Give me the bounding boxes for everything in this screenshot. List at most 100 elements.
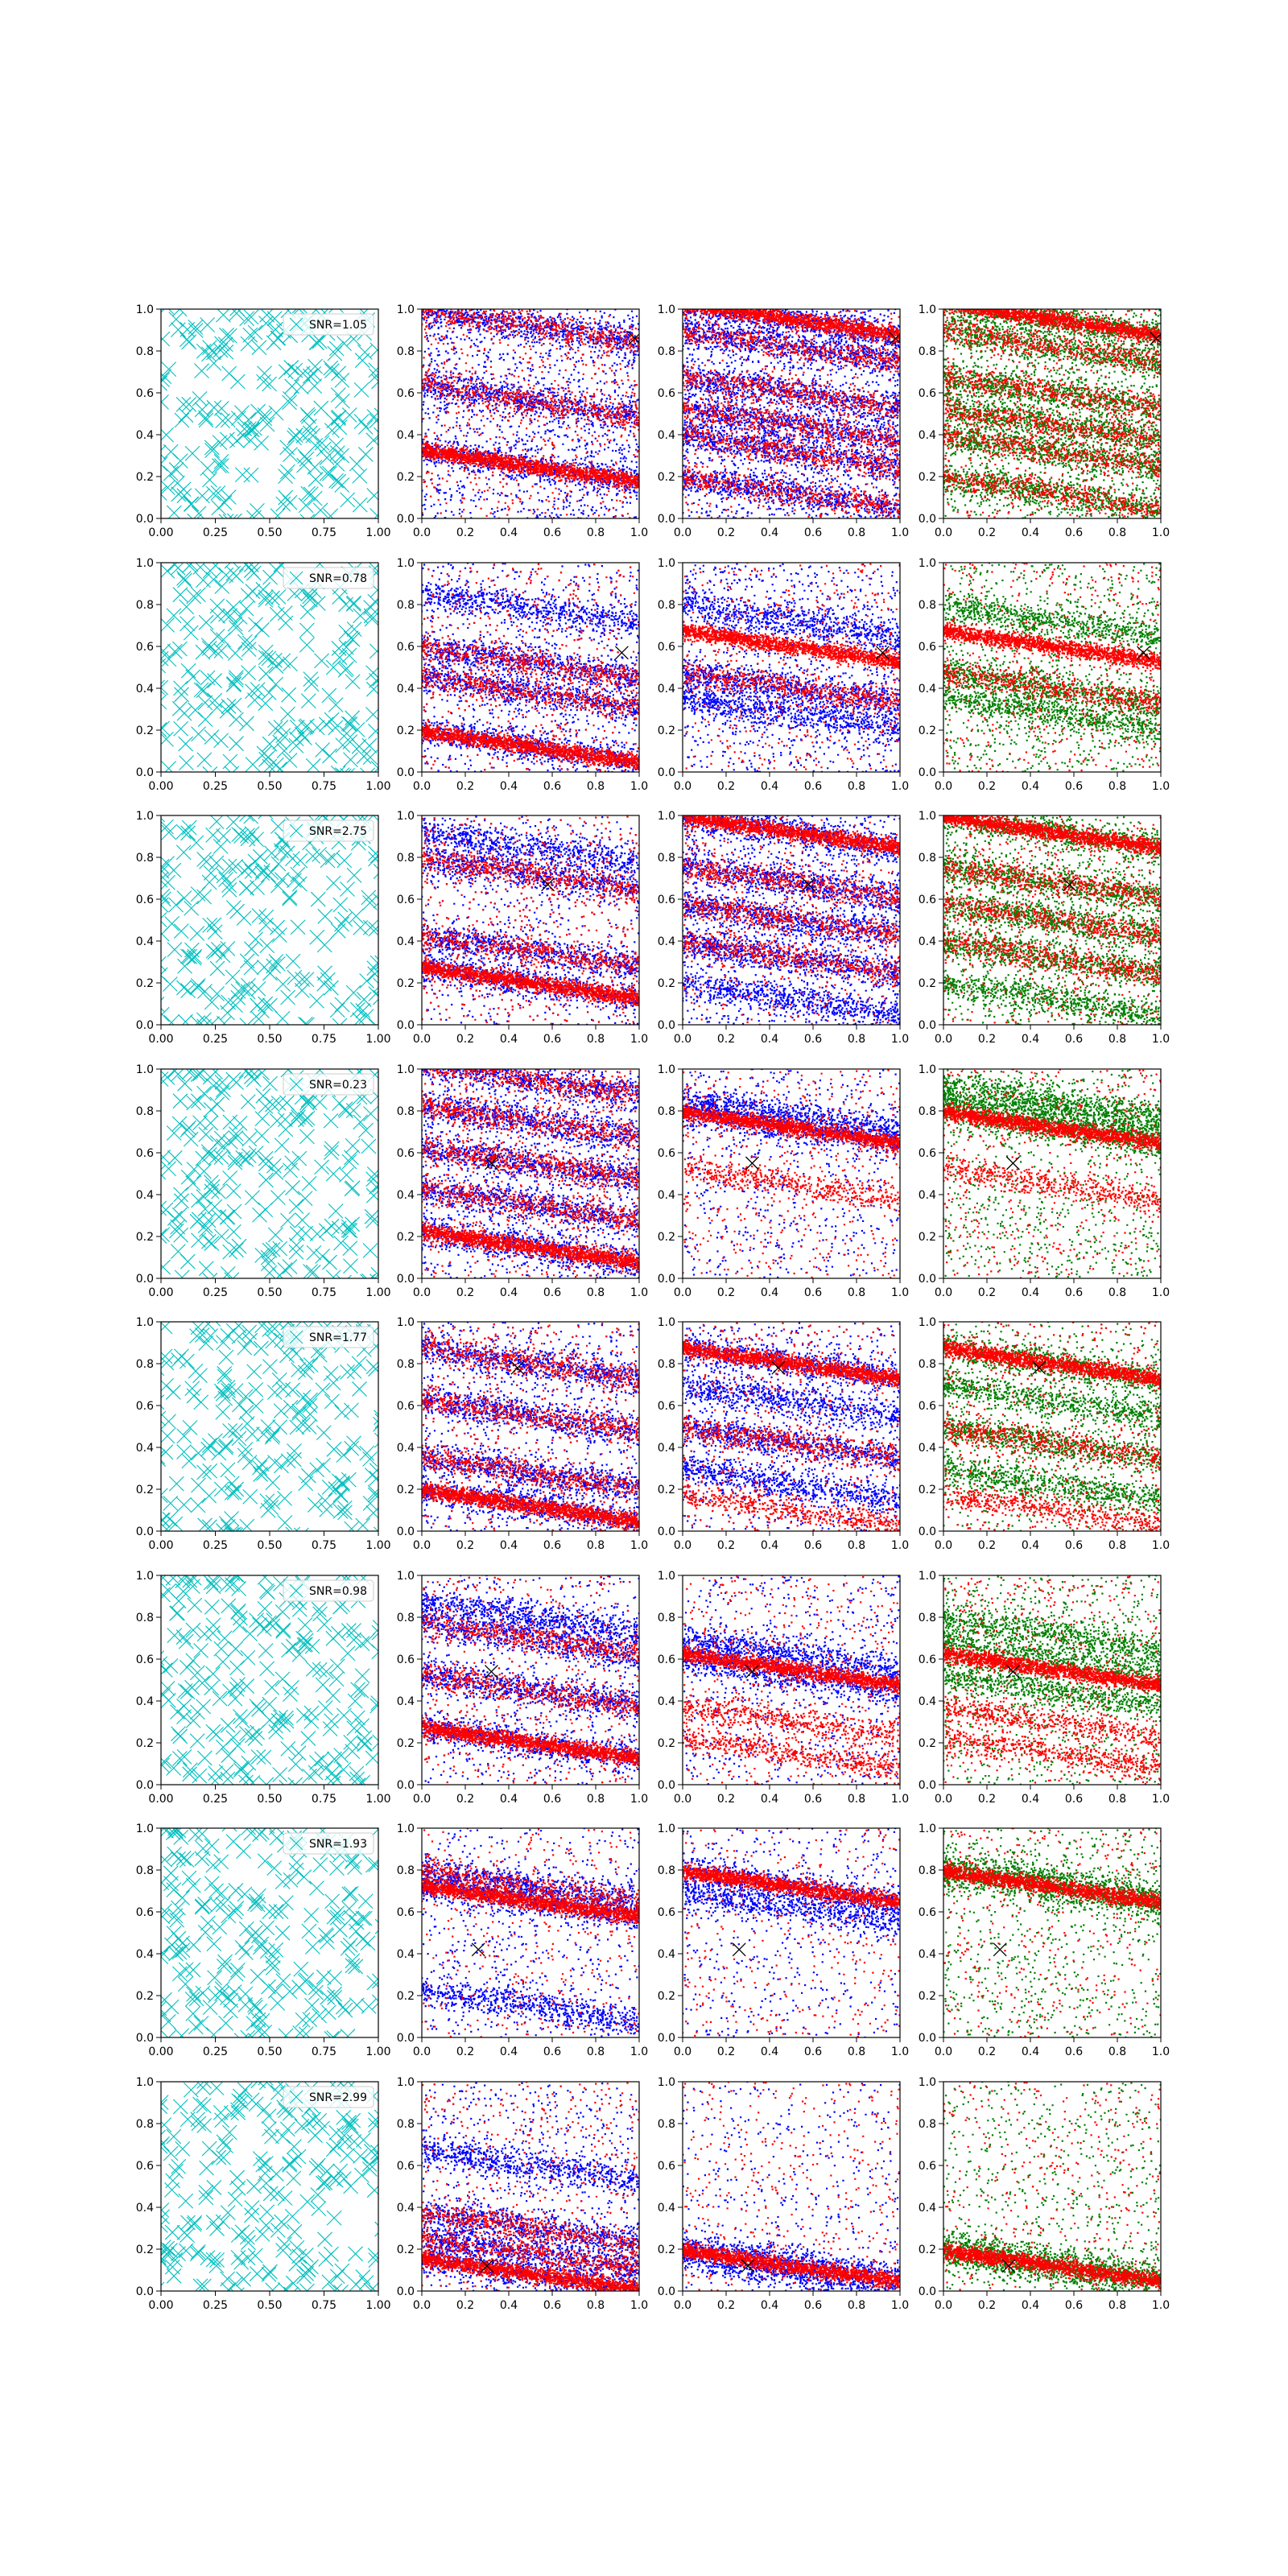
- y-tick-label: 1.0: [136, 2076, 154, 2089]
- cross-marker: [192, 727, 206, 741]
- cross-marker: [279, 1896, 293, 1910]
- cross-marker: [150, 997, 164, 1011]
- cross-marker: [374, 1433, 389, 1447]
- y-tick-label: 0.2: [136, 2244, 154, 2256]
- y-tick-label: 0.6: [136, 2160, 154, 2173]
- cross-marker: [301, 1397, 316, 1412]
- cross-marker: [175, 1890, 190, 1905]
- cross-marker: [153, 456, 167, 471]
- cross-marker: [249, 1382, 263, 1397]
- cross-marker: [303, 1264, 318, 1278]
- y-tick-label: 0.8: [136, 1105, 154, 1118]
- cross-marker: [316, 1383, 330, 1397]
- y-tick-label: 0.0: [397, 2032, 415, 2045]
- cross-marker: [327, 1909, 341, 1924]
- cross-marker: [212, 459, 226, 473]
- cross-marker: [287, 431, 302, 445]
- cross-marker: [262, 2264, 277, 2279]
- cross-marker: [180, 2215, 195, 2230]
- cross-marker: [200, 2161, 214, 2175]
- cross-marker: [369, 644, 384, 658]
- cross-marker: [241, 588, 255, 603]
- cross-marker: [222, 859, 237, 873]
- y-tick-label: 0.6: [919, 387, 936, 400]
- y-tick-label: 0.6: [136, 641, 154, 654]
- cross-marker: [197, 985, 212, 999]
- y-tick-label: 0.6: [658, 387, 675, 400]
- x-tick-label: 0.0: [413, 2299, 431, 2312]
- cross-marker: [233, 1763, 248, 1777]
- cross-marker: [167, 1211, 182, 1225]
- cross-marker: [347, 1436, 361, 1451]
- cross-marker: [332, 641, 346, 655]
- cross-marker: [258, 997, 273, 1011]
- y-tick-label: 0.2: [658, 1990, 675, 2003]
- cross-marker: [268, 1455, 283, 1470]
- cross-marker: [195, 1827, 209, 1841]
- x-tick-label: 0.6: [804, 2299, 822, 2312]
- x-tick-label: 0.2: [456, 1539, 474, 1552]
- cross-marker: [229, 2288, 244, 2302]
- cross-marker: [231, 2250, 246, 2264]
- cross-marker: [167, 506, 181, 520]
- y-tick-label: 0.0: [136, 1019, 154, 1032]
- cross-marker: [156, 1260, 171, 1274]
- cross-marker: [234, 2255, 249, 2269]
- cross-marker: [210, 1097, 225, 1112]
- x-tick-label: 0.6: [1065, 1033, 1083, 1046]
- cross-marker: [287, 2171, 301, 2186]
- x-tick-label: 0.6: [804, 780, 822, 793]
- x-tick-label: 1.00: [365, 526, 390, 539]
- x-tick-label: 1.00: [365, 1033, 390, 1046]
- y-tick-label: 0.0: [397, 1779, 415, 1792]
- cross-marker: [229, 1243, 243, 1257]
- y-tick-label: 0.6: [919, 894, 936, 906]
- y-tick-label: 0.6: [397, 1906, 415, 1919]
- cross-marker: [200, 1916, 215, 1930]
- x-tick-label: 1.00: [365, 1793, 390, 1806]
- cross-marker: [323, 1255, 337, 1269]
- cross-marker: [294, 1528, 308, 1542]
- y-tick-label: 0.2: [397, 977, 415, 990]
- y-tick-label: 0.2: [397, 2244, 415, 2256]
- cross-marker: [316, 1970, 331, 1984]
- cross-marker: [312, 1348, 327, 1362]
- cross-marker: [370, 1699, 385, 1713]
- cross-marker: [187, 2217, 201, 2231]
- cross-marker: [345, 1217, 360, 1232]
- cross-marker: [345, 1181, 360, 1195]
- cross-marker: [156, 1150, 171, 1165]
- y-tick-label: 0.0: [919, 1525, 936, 1538]
- y-tick-label: 0.2: [919, 2244, 936, 2256]
- cross-marker: [210, 961, 225, 976]
- cross-marker: [250, 1725, 265, 1740]
- cross-marker: [221, 1463, 235, 1477]
- cross-marker: [302, 1924, 316, 1938]
- y-tick-label: 0.2: [658, 1484, 675, 1496]
- cross-marker: [318, 1700, 332, 1715]
- cross-marker: [303, 487, 318, 502]
- cross-marker: [344, 2119, 358, 2133]
- x-tick-label: 1.0: [1152, 780, 1170, 793]
- cross-marker: [273, 1768, 287, 1782]
- cross-marker: [287, 873, 301, 888]
- cross-marker: [229, 1131, 243, 1146]
- x-tick-label: 0.25: [203, 2046, 228, 2058]
- y-tick-label: 0.2: [136, 1990, 154, 2003]
- y-tick-label: 0.6: [397, 641, 415, 654]
- panel-row6-col3: 0.0 0.2 0.4 0.6 0.8 1.00.00.20.40.60.81.0: [658, 1570, 909, 1806]
- x-tick-label: 0.0: [935, 1793, 952, 1806]
- cross-marker: [330, 2269, 345, 2284]
- cross-marker: [186, 2006, 200, 2021]
- cross-marker: [350, 1711, 365, 1725]
- cross-marker: [319, 2252, 333, 2266]
- y-tick-label: 0.8: [658, 1105, 675, 1118]
- cross-marker: [255, 1319, 270, 1333]
- cross-marker: [186, 1653, 200, 1668]
- cross-marker: [281, 990, 295, 1005]
- cross-marker: [278, 1515, 292, 1530]
- cross-marker: [237, 634, 252, 649]
- panel-row3-col4: 0.0 0.2 0.4 0.6 0.8 1.00.00.20.40.60.81.0: [919, 810, 1170, 1046]
- y-tick-label: 0.6: [136, 1906, 154, 1919]
